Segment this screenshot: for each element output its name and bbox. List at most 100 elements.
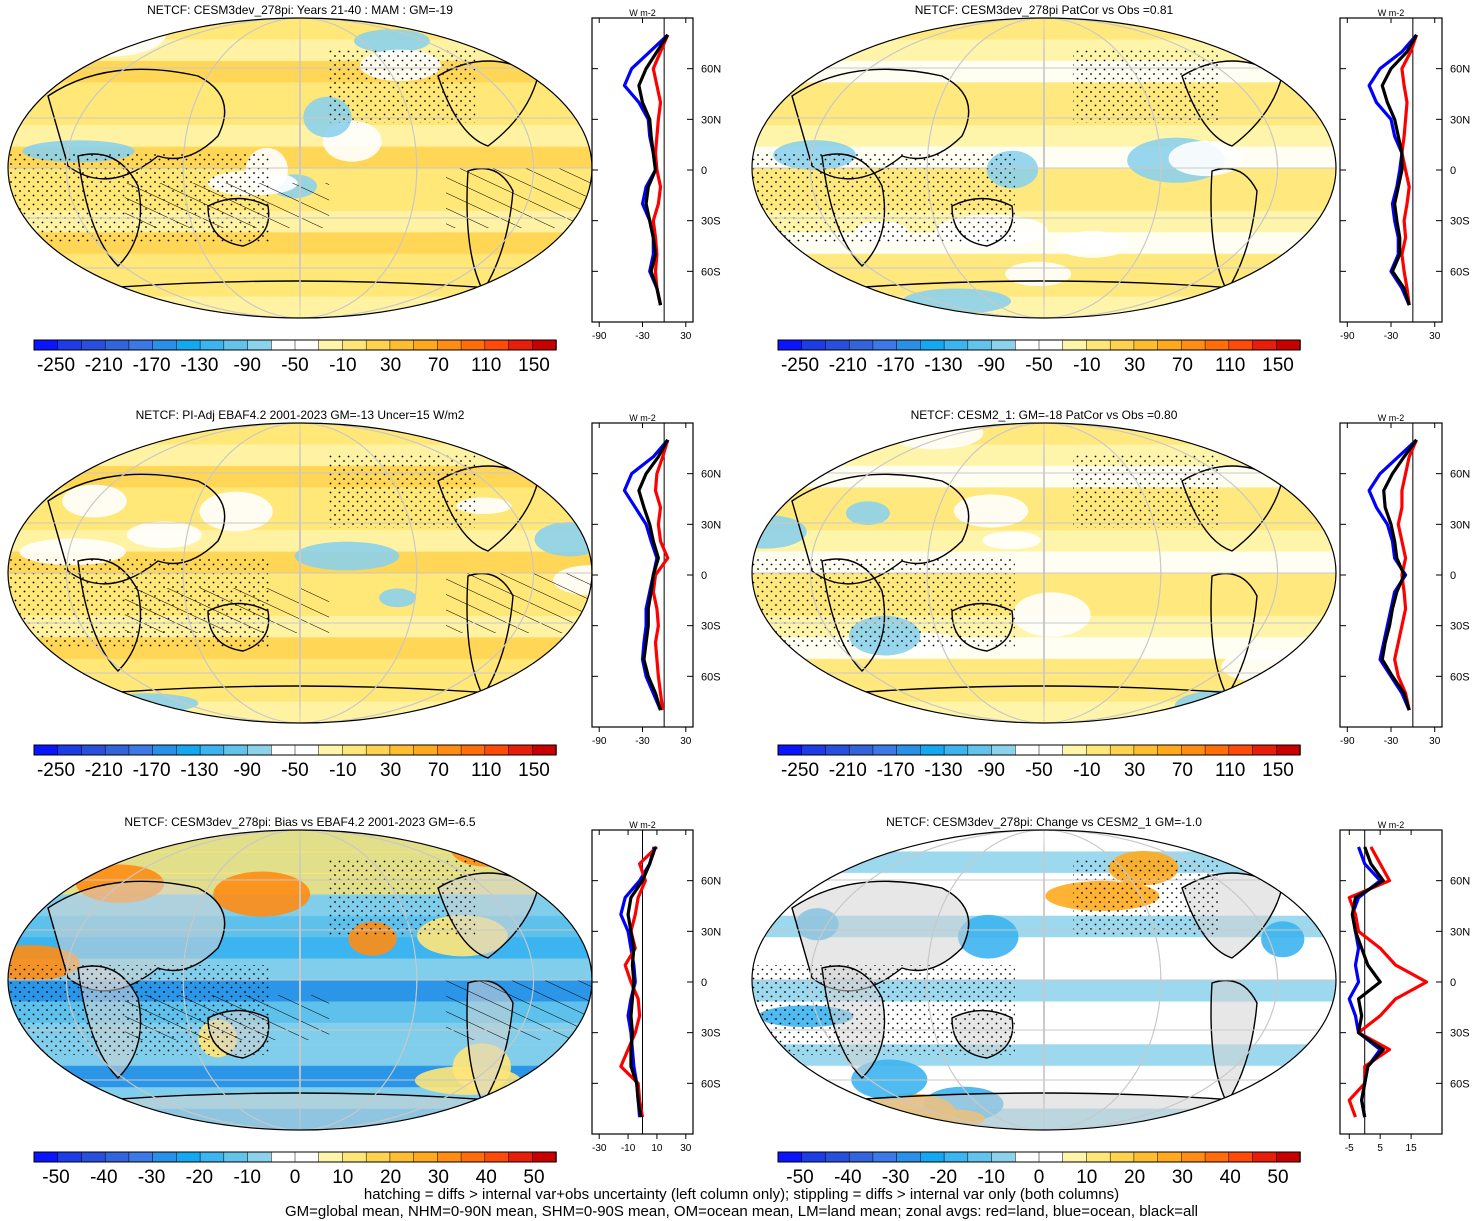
y-tick-label: 30S — [701, 1028, 721, 1040]
colorbar-segment — [1062, 1151, 1088, 1163]
y-tick-label: 0 — [1450, 570, 1456, 582]
y-tick-label: 30S — [1450, 1028, 1470, 1040]
field-anomaly — [354, 29, 430, 53]
colorbar-label: 150 — [518, 760, 550, 781]
continent-outline — [1181, 60, 1283, 147]
y-tick-label: 60N — [701, 876, 721, 888]
colorbar-segment — [1133, 339, 1159, 351]
colorbar-label: 10 — [1076, 1167, 1097, 1188]
colorbar-segment — [33, 744, 59, 756]
colorbar-segment — [342, 339, 367, 351]
colorbar-label: 30 — [380, 355, 401, 376]
x-tick-label: -90 — [1340, 736, 1355, 747]
colorbar-segment — [104, 339, 130, 351]
colorbar-segment — [508, 1151, 534, 1163]
colorbar-segment — [152, 744, 178, 756]
stipple-overlay — [752, 558, 1015, 648]
colorbar-segment — [896, 1151, 922, 1163]
zonal-series-all — [637, 34, 670, 306]
colorbar-segment — [1204, 339, 1230, 351]
graticule-meridian — [1043, 830, 1045, 1130]
colorbar-segment — [484, 339, 510, 351]
panel-title: NETCF: CESM3dev_278pi: Bias vs EBAF4.2 2… — [124, 815, 475, 829]
map-border — [751, 829, 1337, 1131]
colorbar-segment — [1062, 744, 1088, 756]
colorbar-segment — [1204, 1151, 1230, 1163]
y-tick-label: 0 — [1450, 165, 1456, 177]
field-anomaly — [1261, 921, 1305, 958]
colorbar-segment — [777, 744, 803, 756]
stipple-overlay — [329, 453, 476, 528]
colorbar-segment — [294, 1151, 320, 1163]
colorbar-label: -50 — [281, 355, 308, 376]
colorbar-label: 110 — [1215, 355, 1245, 376]
colorbar-segment — [437, 744, 462, 756]
colorbar-label: -20 — [186, 1167, 213, 1188]
y-tick-label: 0 — [701, 977, 707, 989]
colorbar-segment — [1086, 339, 1111, 351]
colorbar-segment — [81, 339, 106, 351]
colorbar-label: -170 — [133, 355, 171, 376]
continent-outline — [67, 1092, 529, 1130]
colorbar-label: -50 — [281, 760, 308, 781]
colorbar-segment — [365, 1151, 391, 1163]
colorbar-segment — [271, 1151, 296, 1163]
x-tick-label: -30 — [592, 1143, 607, 1154]
field-anomaly — [902, 288, 1012, 314]
map-border — [751, 422, 1337, 724]
colorbar-label: 50 — [523, 1167, 544, 1188]
field-anomaly — [1005, 261, 1072, 287]
colorbar-segment — [967, 1151, 993, 1163]
colorbar-label: -130 — [180, 760, 218, 781]
zonal-frame — [1339, 422, 1443, 728]
field-anomaly — [957, 914, 1019, 959]
colorbar-segment — [1252, 1151, 1278, 1163]
colorbar-label: 30 — [1172, 1167, 1193, 1188]
field-anomaly — [199, 491, 273, 532]
y-tick-label: 30N — [701, 926, 721, 938]
graticule-meridian — [926, 423, 1162, 723]
stipple-overlay — [1073, 48, 1220, 123]
field-anomaly — [414, 1066, 521, 1095]
graticule-meridian — [299, 423, 301, 723]
colorbar-label: 40 — [1220, 1167, 1241, 1188]
colorbar-segment — [825, 339, 850, 351]
colorbar-label: -40 — [90, 1167, 117, 1188]
colorbar-segment — [967, 744, 993, 756]
colorbar-segment — [848, 339, 874, 351]
colorbar-label: -210 — [829, 760, 867, 781]
hatch-overlay — [446, 573, 592, 633]
colorbar-segment — [342, 744, 367, 756]
colorbar-segment — [247, 744, 273, 756]
colorbar-segment — [1086, 744, 1111, 756]
colorbar-segment — [1109, 1151, 1135, 1163]
colorbar-segment — [57, 339, 83, 351]
continent-outline — [1210, 572, 1258, 698]
y-tick-label: 30N — [1450, 519, 1470, 531]
graticule-meridian — [65, 423, 535, 723]
colorbar-segment — [365, 339, 391, 351]
colorbar-segment — [532, 744, 557, 756]
x-tick-label: 30 — [680, 1143, 692, 1154]
colorbar-segment — [508, 744, 534, 756]
colorbar-segment — [247, 339, 273, 351]
colorbar-label: -210 — [85, 760, 123, 781]
colorbar-segment — [801, 744, 827, 756]
colorbar-segment — [460, 339, 486, 351]
colorbar-label: 30 — [428, 1167, 449, 1188]
zonal-series-all — [1380, 34, 1418, 306]
field-anomaly — [379, 588, 417, 608]
colorbar-segment — [413, 339, 439, 351]
colorbar-segment — [271, 339, 296, 351]
y-tick-label: 0 — [701, 570, 707, 582]
y-tick-label: 30N — [1450, 114, 1470, 126]
map-field — [8, 830, 592, 1130]
colorbar-segment — [247, 1151, 273, 1163]
colorbar-label: 70 — [428, 760, 449, 781]
colorbar-segment — [484, 744, 510, 756]
zonal-series-all — [637, 439, 670, 711]
colorbar-segment — [57, 744, 83, 756]
map-field — [752, 423, 1336, 723]
colorbar-segment — [365, 744, 391, 756]
colorbar-label: 50 — [1267, 1167, 1288, 1188]
